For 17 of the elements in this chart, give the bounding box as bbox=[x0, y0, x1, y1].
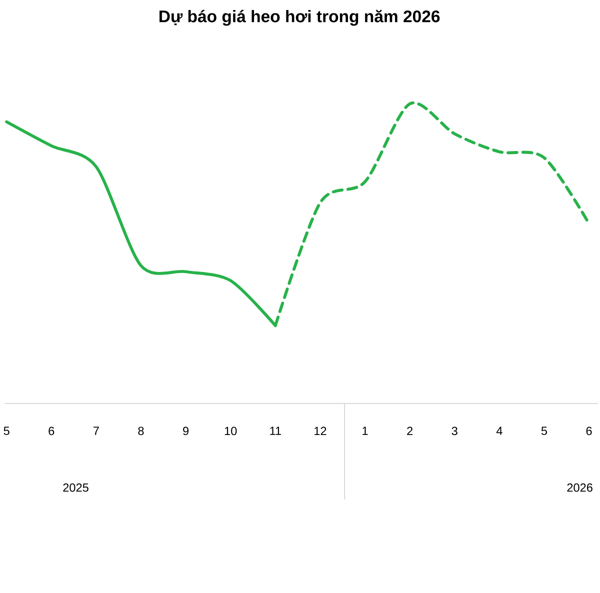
text: 2025 bbox=[63, 483, 88, 492]
x-tick-label: 3 bbox=[452, 426, 458, 435]
x-tick-label: 12 bbox=[314, 426, 326, 435]
x-tick-label: 6 bbox=[586, 426, 592, 435]
x-tick-label: 5 bbox=[541, 426, 548, 435]
x-tick-label: 8 bbox=[138, 426, 144, 435]
x-tick-label: 9 bbox=[183, 426, 189, 435]
x-tick-label: 6 bbox=[48, 426, 54, 435]
x-tick-label: 10 bbox=[224, 426, 237, 435]
x-tick-label: 11 bbox=[270, 426, 281, 435]
x-tick-label: 4 bbox=[496, 426, 502, 435]
x-tick-label: 1 bbox=[362, 426, 368, 435]
x-tick-label: 2 bbox=[407, 426, 413, 435]
x-tick-label: 5 bbox=[4, 426, 10, 435]
chart-title: Dự báo giá heo hơi trong năm 2026 bbox=[160, 10, 440, 26]
text: 2026 bbox=[567, 483, 592, 492]
x-tick-label: 7 bbox=[93, 426, 99, 435]
